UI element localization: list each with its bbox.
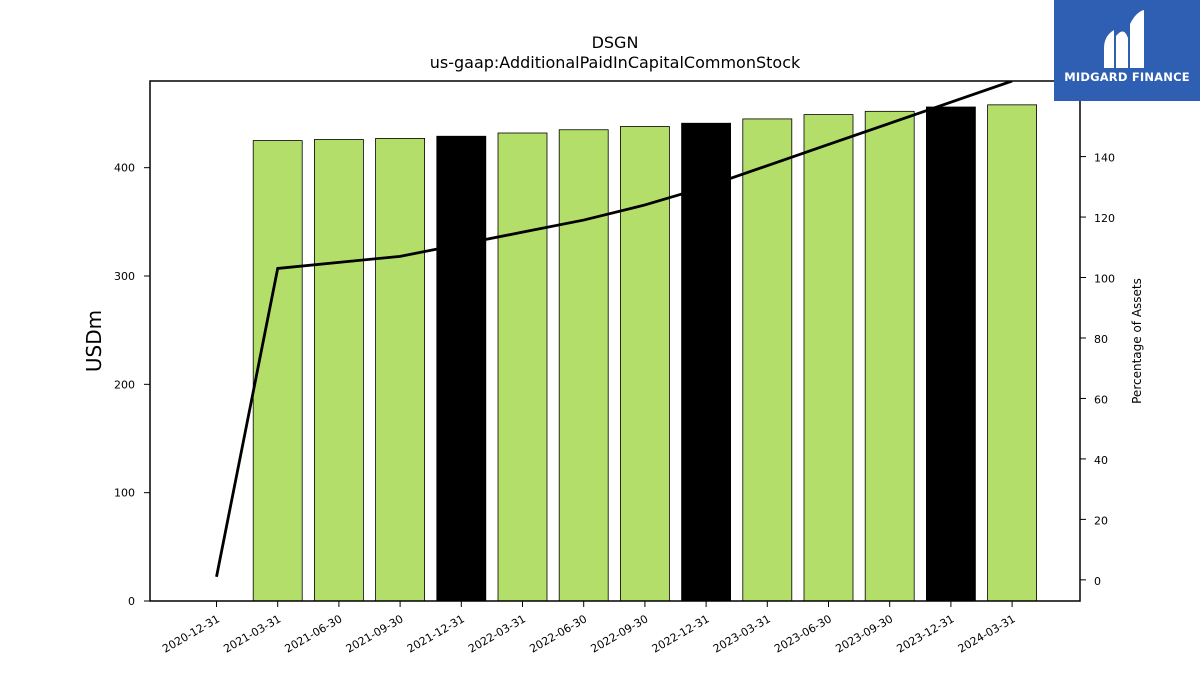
y-axis-label: USDm — [82, 310, 106, 372]
brand-logo: MIDGARD FINANCE — [1054, 0, 1200, 101]
y2-tick-label: 0 — [1094, 575, 1101, 588]
left-axis: 0 100 200 300 400 — [114, 162, 150, 608]
y-tick-label: 200 — [114, 378, 135, 391]
y-tick-label: 400 — [114, 162, 135, 175]
line-group — [215, 81, 1013, 578]
bar — [558, 129, 609, 602]
bar — [497, 132, 548, 602]
x-tick-label: 2024-03-31 — [956, 612, 1018, 655]
y2-tick-label: 100 — [1094, 273, 1115, 286]
line-series — [215, 81, 1013, 578]
bar — [803, 114, 854, 602]
x-tick-label: 2021-09-30 — [344, 612, 406, 655]
y2-tick-label: 140 — [1094, 152, 1115, 165]
x-tick-label: 2023-06-30 — [772, 612, 834, 655]
x-tick-label: 2023-12-31 — [895, 612, 957, 655]
chart-subtitle: us-gaap:AdditionalPaidInCapitalCommonSto… — [430, 53, 801, 72]
x-tick-label: 2022-12-31 — [650, 612, 712, 655]
bar — [436, 135, 487, 602]
x-tick-label: 2020-12-31 — [160, 612, 222, 655]
bar — [681, 122, 731, 602]
y-tick-label: 100 — [114, 487, 135, 500]
x-tick-label: 2021-03-31 — [221, 612, 283, 655]
chart-title: DSGN — [592, 33, 639, 52]
y2-tick-label: 80 — [1094, 333, 1108, 346]
logo-mark-icon — [1104, 10, 1144, 69]
bar — [987, 104, 1037, 602]
x-axis: 2020-12-31 2021-03-31 2021-06-30 2021-09-30… — [160, 601, 1018, 656]
bar — [742, 118, 793, 602]
bar — [864, 110, 915, 602]
logo-text: MIDGARD FINANCE — [1064, 70, 1190, 84]
x-tick-label: 2023-03-31 — [711, 612, 773, 655]
x-tick-label: 2022-09-30 — [589, 612, 651, 655]
x-tick-label: 2023-09-30 — [833, 612, 895, 655]
bar — [375, 138, 426, 602]
bar — [926, 106, 976, 602]
bar-group — [252, 104, 1037, 602]
y2-axis-label: Percentage of Assets — [1130, 278, 1144, 404]
y2-tick-label: 20 — [1094, 514, 1108, 527]
y-tick-label: 300 — [114, 270, 135, 283]
x-tick-label: 2021-06-30 — [283, 612, 345, 655]
bar — [313, 139, 364, 602]
y2-tick-label: 40 — [1094, 454, 1108, 467]
x-tick-label: 2022-03-31 — [466, 612, 528, 655]
bar — [252, 140, 303, 602]
right-axis: 0 20 40 60 80 100 120 140 — [1080, 152, 1115, 588]
y2-tick-label: 60 — [1094, 393, 1108, 406]
x-tick-label: 2022-06-30 — [527, 612, 589, 655]
bar — [620, 126, 670, 602]
y2-tick-label: 120 — [1094, 212, 1115, 225]
y-tick-label: 0 — [128, 595, 135, 608]
plot-frame — [149, 80, 1081, 602]
x-tick-label: 2021-12-31 — [405, 612, 467, 655]
